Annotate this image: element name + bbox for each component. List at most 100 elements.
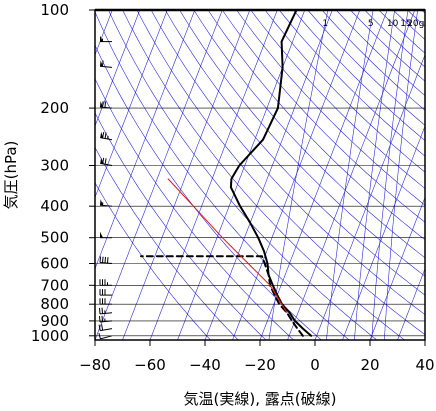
mixing-ratio-label: 5 <box>368 19 374 29</box>
wind-barb-flag <box>100 231 103 238</box>
dry-adiabat-line <box>136 10 425 335</box>
y-tick-label: 800 <box>40 295 69 313</box>
y-tick-label: 900 <box>40 312 69 330</box>
wind-barb-half-tick <box>107 135 109 139</box>
wind-barb-full-tick <box>102 256 104 263</box>
mixing-ratio-line <box>326 10 374 340</box>
wind-barb <box>99 60 113 68</box>
sounding-profiles <box>140 10 313 337</box>
wind-barb <box>98 332 113 340</box>
mixing-ratio-label: 20g <box>407 19 424 29</box>
y-tick-label: 600 <box>40 255 69 273</box>
dry-adiabat-line <box>207 10 425 241</box>
pressure-gridlines <box>95 10 425 337</box>
wind-barb-full-tick <box>102 101 104 108</box>
wind-barbs <box>98 10 113 340</box>
wind-barb <box>99 101 113 109</box>
wind-barb-full-tick <box>98 324 101 331</box>
wind-barb <box>100 131 113 141</box>
wind-barb-full-tick <box>102 157 105 164</box>
wind-barb-staff <box>99 262 113 264</box>
wind-barb-full-tick <box>98 332 101 340</box>
wind-barb-full-tick <box>104 101 106 108</box>
mixing-ratio-line <box>383 10 419 340</box>
dry-adiabat-line <box>95 182 211 340</box>
y-tick-label: 700 <box>40 276 69 294</box>
x-tick-label: 0 <box>310 356 320 374</box>
y-tick-label: 1000 <box>31 327 69 345</box>
y-tick-label: 100 <box>40 1 69 19</box>
parcel-line <box>167 178 288 314</box>
dry-adiabat-line <box>95 146 239 340</box>
y-tick-label: 300 <box>40 157 69 175</box>
isotherm-line <box>95 10 168 199</box>
wind-barb-staff <box>100 162 113 166</box>
dry-adiabat-line <box>150 10 425 316</box>
wind-barb-full-tick <box>101 324 104 331</box>
wind-barb <box>99 307 113 315</box>
dry-adiabat-line <box>278 10 425 157</box>
isotherm-line <box>369 196 425 340</box>
isotherm-line <box>95 10 196 270</box>
y-tick-label: 400 <box>40 197 69 215</box>
wind-barb <box>98 324 113 332</box>
wind-barb <box>99 315 113 323</box>
wind-barb-full-tick <box>101 307 103 314</box>
isotherm-line <box>287 10 416 340</box>
y-tick-label: 500 <box>40 229 69 247</box>
dry-adiabat-line <box>122 10 405 340</box>
dry-adiabat-line <box>95 78 294 340</box>
dry-adiabat-line <box>108 10 378 340</box>
x-tick-label: 20 <box>360 356 379 374</box>
dry-adiabat-line <box>236 10 425 206</box>
isotherm-line <box>397 267 425 340</box>
temperature-line <box>229 10 313 337</box>
x-axis-ticks: −80 −60 −40 −20 0 20 40 <box>79 340 435 374</box>
wind-barb <box>100 231 112 239</box>
wind-barb <box>99 199 113 207</box>
isotherm-line <box>149 10 278 340</box>
dewpoint-line <box>140 255 304 337</box>
wind-barb-full-tick <box>104 158 107 165</box>
mixing-ratio-line <box>354 10 396 340</box>
mixing-ratio-label: 1 <box>322 19 328 29</box>
wind-barb-staff <box>100 137 113 141</box>
dry-adiabat-line <box>179 10 425 277</box>
wind-barb-full-tick <box>102 60 104 67</box>
wind-barb-full-tick <box>99 256 102 263</box>
x-tick-label: 40 <box>415 356 434 374</box>
dry-adiabat-line <box>95 44 322 340</box>
wind-barb-full-tick <box>107 257 109 264</box>
x-tick-label: −80 <box>79 356 111 374</box>
x-axis-title: 気温(実線), 露点(破線) <box>184 390 337 408</box>
x-tick-label: −60 <box>134 356 166 374</box>
mixing-ratio-line <box>371 10 409 340</box>
isotherm-line <box>314 53 425 340</box>
wind-barb <box>99 256 113 264</box>
isotherm-line <box>204 10 333 340</box>
mixing-ratio-line <box>268 10 329 340</box>
dry-adiabat-line <box>95 11 350 340</box>
isotherm-line <box>122 10 251 340</box>
dry-adiabat-line <box>222 10 425 223</box>
dry-adiabat-line <box>264 10 425 173</box>
wind-barb-full-tick <box>102 132 105 139</box>
mixing-ratio-label: 15 <box>400 19 411 29</box>
wind-barb <box>99 289 112 296</box>
x-tick-label: −20 <box>244 356 276 374</box>
mixing-ratio-label: 10 <box>387 19 399 29</box>
dry-adiabat-line <box>193 10 425 259</box>
wind-barb <box>99 279 112 286</box>
isotherm-line <box>95 10 223 340</box>
isotherm-line <box>177 10 306 340</box>
dry-adiabat-line <box>250 10 425 189</box>
wind-barb-full-tick <box>104 256 106 263</box>
wind-barb-full-tick <box>101 315 103 322</box>
wind-barb-full-tick <box>99 307 101 314</box>
wind-barb-staff <box>100 335 113 340</box>
wind-barb <box>100 35 112 43</box>
isotherm-line <box>342 125 425 340</box>
dry-adiabat-line <box>95 112 267 340</box>
